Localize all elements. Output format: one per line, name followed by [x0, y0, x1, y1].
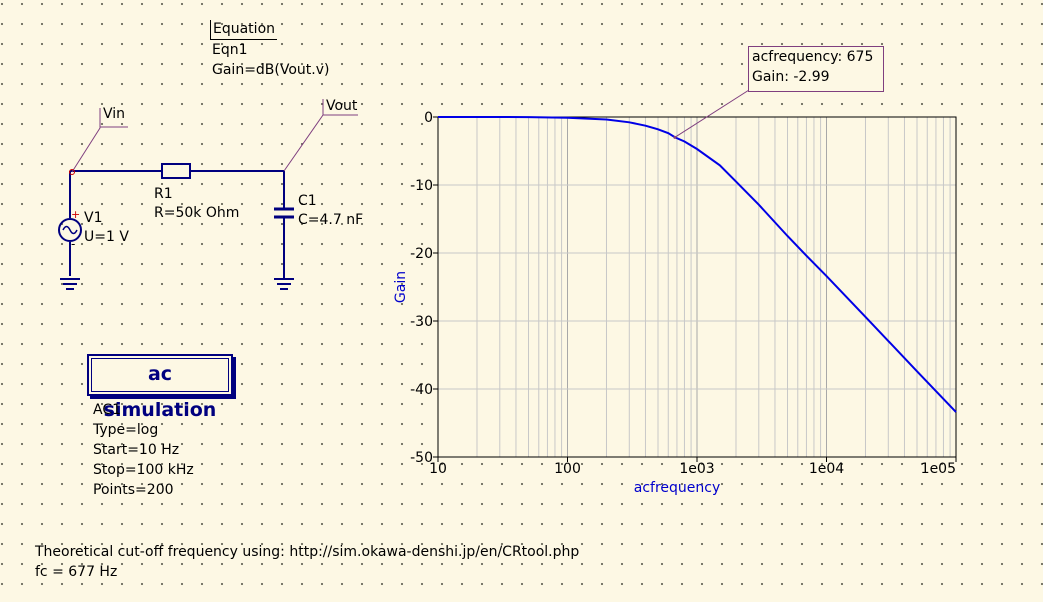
equation-expression: Gain=dB(Vout.v) — [212, 62, 330, 78]
c1-name[interactable]: C1 — [298, 193, 317, 209]
ac-simulation-title: ac simulation — [103, 363, 217, 421]
y-tick-label: -10 — [410, 178, 433, 194]
y-tick-label: -30 — [410, 314, 433, 330]
v1-name[interactable]: V1 — [84, 210, 103, 226]
y-axis-label: Gain — [393, 271, 409, 303]
ac-simulation-inner-border — [91, 358, 229, 392]
equation-name: Eqn1 — [212, 42, 248, 58]
sim-start: Start=10 Hz — [93, 442, 180, 458]
vout-label[interactable]: Vout — [326, 98, 358, 114]
vin-node — [69, 169, 75, 175]
marker-point — [673, 135, 677, 139]
y-tick-label: 0 — [424, 110, 433, 126]
equation-block[interactable]: Equation Eqn1 Gain=dB(Vout.v) — [210, 18, 330, 80]
x-tick-label: 100 — [554, 461, 581, 477]
r1-value[interactable]: R=50k Ohm — [154, 205, 240, 221]
v1-value[interactable]: U=1 V — [84, 229, 129, 245]
footer-line-1: Theoretical cut-off frequency using: htt… — [35, 544, 580, 560]
x-axis-label: acfrequency — [634, 480, 721, 496]
gain-curve — [438, 116, 957, 413]
marker-frequency: acfrequency: 675 — [752, 49, 874, 65]
marker-readout[interactable]: acfrequency: 675 Gain: -2.99 — [748, 46, 884, 92]
voltage-source-v1[interactable] — [58, 218, 82, 242]
y-tick-label: -20 — [410, 246, 433, 262]
sim-name: AC1 — [93, 402, 122, 418]
r1-name[interactable]: R1 — [154, 186, 173, 202]
y-tick-label: -50 — [410, 450, 433, 466]
equation-title: Equation — [210, 20, 278, 40]
ground-icon-v1 — [60, 278, 80, 290]
x-tick-label: 1e03 — [679, 461, 714, 477]
vin-label-leader — [71, 108, 101, 173]
c1-value[interactable]: C=4.7 nF — [298, 212, 364, 228]
footer-note[interactable]: Theoretical cut-off frequency using: htt… — [35, 542, 579, 582]
plus-sign-icon: + — [71, 208, 80, 221]
sim-points: Points=200 — [93, 482, 174, 498]
x-tick-label: 1e04 — [809, 461, 844, 477]
vin-label[interactable]: Vin — [103, 106, 126, 122]
footer-line-2: fc = 677 Hz — [35, 564, 118, 580]
ac-wave-icon — [62, 225, 78, 235]
ac-simulation-box[interactable]: ac simulation — [87, 354, 233, 421]
sim-type: Type=log — [93, 422, 159, 438]
y-tick-label: -40 — [410, 382, 433, 398]
x-tick-label: 1e05 — [921, 461, 956, 477]
marker-leader — [674, 89, 750, 138]
ground-icon-c1 — [274, 278, 294, 290]
minus-sign-icon: - — [71, 237, 75, 251]
ac-simulation-params[interactable]: AC1 Type=log Start=10 Hz Stop=100 kHz Po… — [93, 400, 194, 500]
marker-gain: Gain: -2.99 — [752, 69, 830, 85]
sim-stop: Stop=100 kHz — [93, 462, 194, 478]
x-tick-label: 10 — [429, 461, 447, 477]
